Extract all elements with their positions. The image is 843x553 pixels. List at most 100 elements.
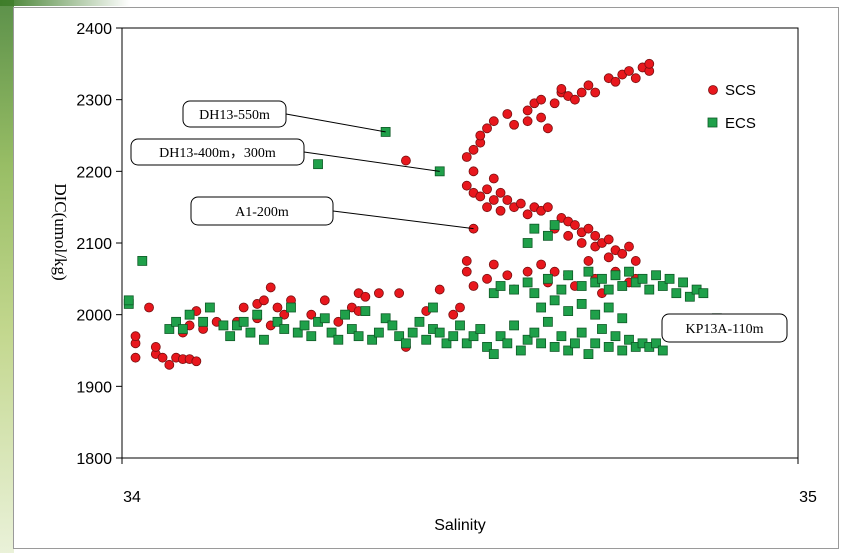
ecs-point [536, 338, 547, 349]
ecs-point [306, 331, 317, 342]
scs-point [495, 205, 506, 216]
x-axis-title: Salinity [434, 517, 486, 534]
scs-point [238, 302, 249, 313]
ecs-point [353, 331, 364, 342]
scs-point [130, 331, 141, 342]
ecs-point [218, 320, 229, 331]
y-tick-label: 2200 [76, 164, 112, 181]
scs-point [448, 309, 459, 320]
scs-point [576, 238, 587, 248]
ecs-point [421, 334, 432, 345]
scs-point [542, 202, 553, 213]
scs-point [164, 359, 175, 370]
ecs-point [515, 345, 526, 356]
ecs-point [373, 327, 384, 338]
ecs-point [624, 266, 634, 277]
ecs-point [556, 331, 567, 342]
legend-marker-scs [708, 85, 718, 95]
scs-point [617, 248, 628, 259]
ecs-point [583, 266, 594, 277]
legend: SCS ECS [707, 82, 756, 132]
scs-point [610, 76, 621, 87]
annotation-callout-box [190, 196, 334, 226]
ecs-point [556, 284, 567, 295]
ecs-point [576, 327, 587, 338]
legend-label-scs: SCS [725, 82, 756, 99]
scs-point [576, 87, 587, 98]
x-tick-label: 34 [123, 489, 141, 506]
scs-point [157, 352, 168, 363]
ecs-point [617, 313, 628, 324]
ecs-point [448, 331, 459, 342]
ecs-point [495, 331, 506, 342]
y-tick-label: 2400 [76, 21, 112, 38]
ecs-point [522, 277, 533, 288]
ecs-point [542, 230, 553, 241]
ecs-point [238, 316, 249, 327]
ecs-point [576, 281, 587, 291]
scs-point [556, 84, 567, 94]
ecs-point [184, 309, 195, 320]
ecs-point [509, 284, 519, 295]
ecs-point [617, 345, 628, 356]
scs-point [522, 105, 533, 116]
ecs-point [542, 273, 553, 284]
ecs-point [610, 270, 621, 281]
ecs-point [319, 313, 330, 324]
scs-point [630, 73, 641, 84]
ecs-point [576, 299, 587, 309]
scs-point [259, 295, 269, 306]
scs-point [191, 356, 202, 367]
ecs-point [482, 342, 492, 352]
y-tick-label: 2300 [76, 93, 112, 110]
ecs-point [407, 327, 418, 338]
annotation-leader-line [332, 210, 474, 230]
scs-point [468, 166, 479, 177]
scs-point [502, 195, 513, 205]
scs-point [570, 220, 580, 230]
y-tick-label: 2000 [76, 308, 112, 325]
ecs-point [597, 324, 607, 334]
ecs-point [549, 342, 560, 352]
ecs-point [664, 273, 675, 284]
scs-point [624, 241, 634, 252]
annotations: DH13-550m DH13-400m，300m A1-200m KP13A-110m [130, 100, 788, 343]
ecs-point [225, 331, 236, 342]
ecs-point [549, 220, 560, 230]
scs-point [150, 342, 161, 352]
annotation-label: A1-200m [235, 205, 289, 220]
ecs-point [428, 302, 438, 313]
scs-point [549, 98, 560, 109]
annotation-label: DH13-400m，300m [159, 146, 276, 161]
ecs-point [346, 324, 357, 334]
ecs-point [502, 338, 513, 349]
ecs-point [286, 302, 296, 313]
scs-point [630, 256, 641, 266]
ecs-point [123, 295, 134, 306]
scs-point [542, 123, 553, 134]
scs-point [461, 180, 472, 191]
scs-point [563, 230, 574, 241]
ecs-point [461, 338, 472, 349]
scs-point [603, 234, 614, 245]
ecs-point [137, 256, 148, 266]
ecs-point [522, 238, 533, 248]
ecs-point [455, 320, 465, 331]
scs-point [333, 316, 344, 327]
ecs-point [651, 270, 661, 281]
scs-point [488, 195, 499, 205]
ecs-point [529, 223, 540, 234]
ecs-point [637, 273, 648, 284]
ecs-point [522, 334, 533, 345]
y-tick-label: 1900 [76, 379, 112, 396]
scs-point [461, 152, 472, 162]
ecs-point [597, 273, 607, 284]
scs-point [603, 252, 614, 263]
ecs-point [651, 338, 661, 349]
scs-point [482, 123, 492, 134]
scs-point [515, 198, 526, 209]
scs-point [536, 112, 547, 123]
scs-point [455, 302, 465, 313]
scs-point [502, 109, 513, 119]
